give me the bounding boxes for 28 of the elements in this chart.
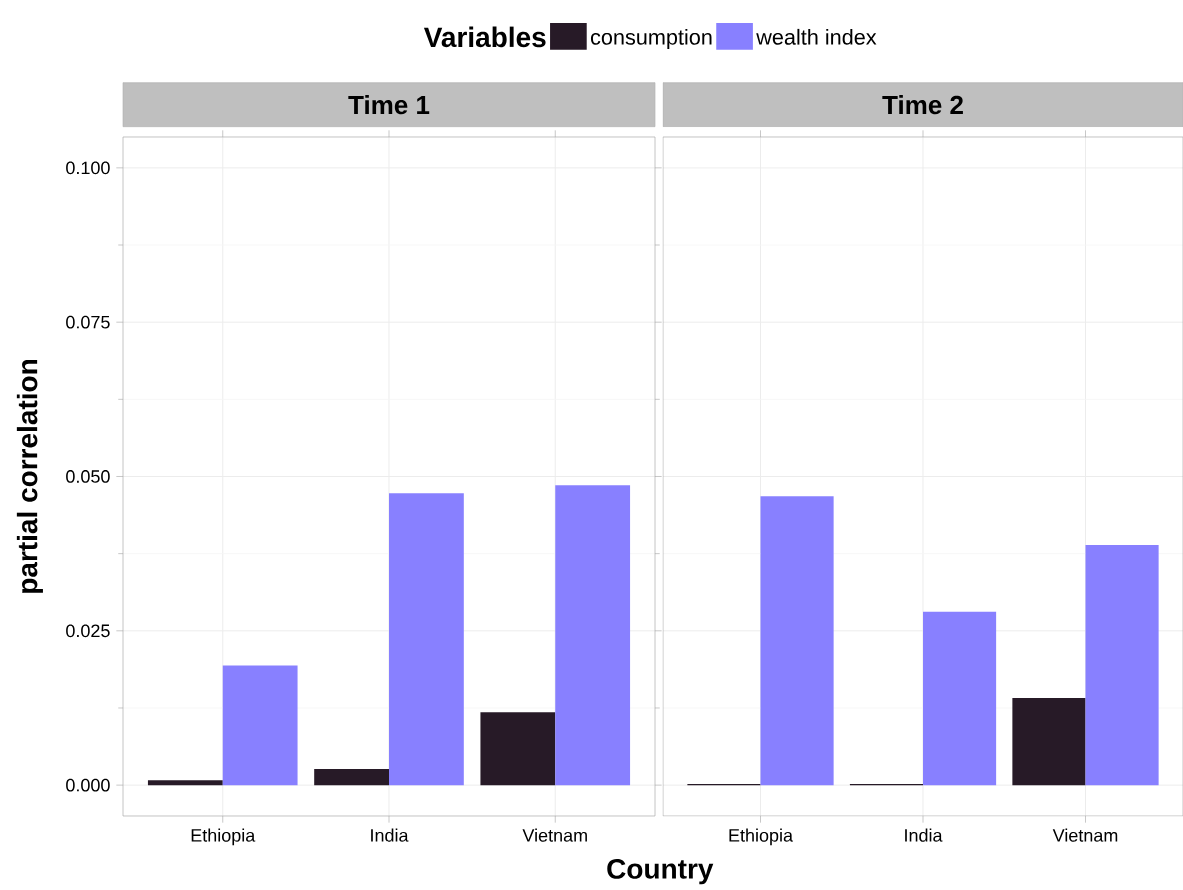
bar	[555, 485, 631, 786]
bar	[147, 780, 223, 786]
legend-title: Variables	[423, 26, 546, 48]
bar	[314, 769, 390, 786]
x-tick-label: Vietnam	[522, 828, 587, 842]
x-tick-label: India	[905, 828, 943, 842]
y-tick-label: 0.000	[66, 778, 110, 792]
y-tick-label: 0.100	[66, 161, 110, 175]
chart-title: Time 1	[348, 95, 430, 115]
x-tick-label: Ethiopia	[191, 828, 256, 846]
y-tick-label: 0.025	[66, 624, 110, 638]
legend-label: wealth index	[756, 28, 877, 45]
y-axis-title: partial correlation	[16, 360, 43, 593]
legend-label: consumption	[590, 28, 712, 50]
bar	[1085, 545, 1159, 786]
bar	[760, 496, 834, 786]
y-tick-label: 0.075	[66, 315, 110, 329]
bar	[1012, 698, 1086, 786]
bar	[480, 712, 556, 786]
x-axis-title: Country	[607, 858, 714, 885]
bar	[222, 665, 298, 786]
bar	[389, 493, 464, 786]
chart-title: Time 2	[882, 95, 963, 115]
y-tick-label: 0.050	[66, 470, 110, 483]
x-tick-label: Ethiopia	[729, 828, 794, 846]
x-tick-label: India	[371, 828, 409, 842]
bar	[923, 611, 997, 786]
x-tick-label: Vietnam	[1052, 828, 1118, 842]
